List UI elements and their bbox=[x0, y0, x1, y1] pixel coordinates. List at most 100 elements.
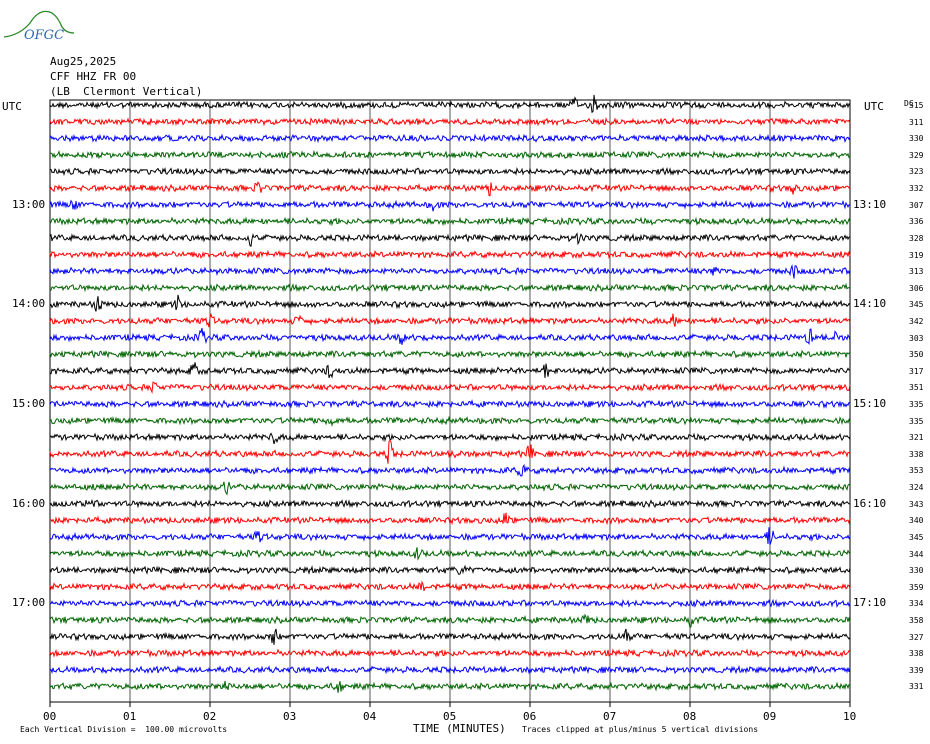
plot-date: Aug25,2025 bbox=[50, 55, 117, 68]
x-tick-label: 03 bbox=[283, 710, 297, 723]
seismic-trace-row bbox=[49, 282, 851, 293]
right-time-label: 14:10 bbox=[853, 297, 887, 311]
dc-header: DC bbox=[904, 99, 914, 108]
dc-offset-label: 343 bbox=[909, 499, 924, 509]
dc-offset-label: 328 bbox=[909, 233, 924, 243]
left-time-label: 17:00 bbox=[12, 596, 46, 610]
dc-offset-label: 338 bbox=[909, 649, 924, 659]
left-time-label: 16:00 bbox=[12, 496, 46, 510]
dc-offset-label: 350 bbox=[909, 350, 924, 360]
seismic-trace-row bbox=[49, 564, 851, 576]
dc-offset-label: 336 bbox=[909, 217, 924, 227]
seismic-trace-row bbox=[49, 294, 851, 312]
dc-offset-label: 335 bbox=[909, 400, 924, 409]
dc-offset-label: 321 bbox=[909, 433, 924, 443]
dc-offset-label: 313 bbox=[909, 267, 924, 277]
x-tick-label: 05 bbox=[443, 710, 457, 723]
seismic-trace-row bbox=[49, 327, 851, 346]
seismic-trace-row bbox=[49, 664, 851, 675]
right-time-label: 17:10 bbox=[853, 596, 887, 610]
x-tick-label: 08 bbox=[683, 710, 697, 723]
scale-note: Each Vertical Division = 100.00 microvol… bbox=[20, 725, 228, 734]
dc-offset-label: 330 bbox=[909, 134, 924, 144]
dc-offset-label: 351 bbox=[909, 383, 924, 393]
seismic-trace-row bbox=[49, 628, 851, 645]
right-time-label: 16:10 bbox=[853, 496, 887, 510]
dc-offset-label: 323 bbox=[909, 167, 924, 177]
dc-offset-label: 358 bbox=[909, 615, 924, 625]
dc-offset-label: 315 bbox=[909, 101, 924, 110]
dc-offset-label: 345 bbox=[909, 532, 924, 542]
dc-offset-label: 334 bbox=[909, 599, 924, 609]
x-tick-label: 04 bbox=[363, 710, 377, 723]
seismic-trace-row bbox=[49, 481, 851, 496]
seismic-trace-row bbox=[49, 312, 851, 328]
seismic-trace-row bbox=[49, 463, 851, 477]
seismic-trace-row bbox=[49, 249, 851, 260]
dc-offset-label: 345 bbox=[909, 300, 924, 310]
right-time-label: 15:10 bbox=[853, 397, 887, 410]
dc-offset-label: 359 bbox=[909, 582, 924, 592]
seismic-trace-row bbox=[49, 498, 851, 509]
x-tick-label: 09 bbox=[763, 710, 777, 723]
dc-offset-label: 327 bbox=[909, 632, 924, 642]
seismic-trace-row bbox=[49, 415, 851, 428]
seismic-trace-row bbox=[49, 399, 851, 409]
seismic-trace-row bbox=[49, 439, 851, 464]
dc-offset-label: 338 bbox=[909, 449, 924, 459]
dc-offset-label: 340 bbox=[909, 516, 924, 526]
seismic-trace-row bbox=[49, 680, 851, 693]
seismic-trace-row bbox=[49, 216, 851, 227]
seismic-trace-row bbox=[49, 167, 851, 177]
seismic-trace-row bbox=[49, 362, 851, 379]
seismic-trace-row bbox=[49, 349, 851, 359]
seismic-trace-row bbox=[49, 648, 850, 658]
dc-offset-label: 335 bbox=[909, 416, 924, 426]
x-tick-label: 01 bbox=[123, 710, 137, 723]
seismic-trace-row bbox=[49, 133, 851, 144]
seismic-trace-row bbox=[49, 181, 851, 197]
clip-note: Traces clipped at plus/minus 5 vertical … bbox=[522, 725, 759, 734]
seismic-trace-row bbox=[49, 381, 851, 394]
dc-offset-label: 303 bbox=[909, 333, 924, 343]
left-utc-label: UTC bbox=[2, 100, 22, 113]
x-tick-label: 10 bbox=[843, 710, 857, 723]
seismic-trace-row bbox=[49, 598, 851, 608]
right-utc-label: UTC bbox=[864, 100, 884, 113]
left-time-label: 15:00 bbox=[12, 397, 46, 410]
dc-offset-label: 306 bbox=[909, 283, 924, 293]
seismic-trace-row bbox=[49, 263, 851, 279]
dc-offset-label: 339 bbox=[909, 665, 924, 675]
logo-text: OFGC bbox=[24, 28, 64, 43]
dc-offset-label: 331 bbox=[909, 682, 924, 692]
seismic-trace-row bbox=[49, 432, 851, 445]
seismic-trace-row bbox=[49, 199, 851, 212]
dc-offset-label: 342 bbox=[909, 316, 924, 326]
right-time-label: 13:10 bbox=[853, 197, 887, 211]
channel-code: CFF HHZ FR 00 bbox=[50, 70, 137, 83]
dc-offset-label: 307 bbox=[909, 200, 924, 210]
dc-offset-label: 324 bbox=[909, 483, 924, 493]
seismic-trace-row bbox=[49, 117, 851, 127]
left-time-label: 13:00 bbox=[12, 197, 46, 211]
ofgc-logo: OFGC bbox=[3, 10, 75, 43]
x-tick-label: 07 bbox=[603, 710, 617, 723]
dc-offset-label: 317 bbox=[909, 366, 924, 376]
seismic-trace-row bbox=[49, 527, 851, 546]
left-time-label: 14:00 bbox=[12, 297, 46, 311]
x-axis-title: TIME (MINUTES) bbox=[413, 722, 506, 735]
dc-offset-label: 319 bbox=[909, 250, 924, 260]
seismic-trace-row bbox=[49, 149, 851, 160]
x-tick-label: 06 bbox=[523, 710, 537, 723]
x-tick-label: 02 bbox=[203, 710, 217, 723]
x-tick-label: 00 bbox=[43, 710, 57, 723]
seismic-trace-row bbox=[49, 580, 851, 592]
seismic-trace-row bbox=[49, 547, 851, 561]
dc-offset-label: 353 bbox=[909, 466, 924, 476]
dc-offset-label: 344 bbox=[909, 549, 924, 559]
dc-offset-label: 332 bbox=[909, 184, 924, 194]
dc-offset-label: 330 bbox=[909, 566, 924, 576]
seismic-trace-row bbox=[49, 232, 851, 247]
station-name: (LB Clermont Vertical) bbox=[50, 85, 203, 98]
